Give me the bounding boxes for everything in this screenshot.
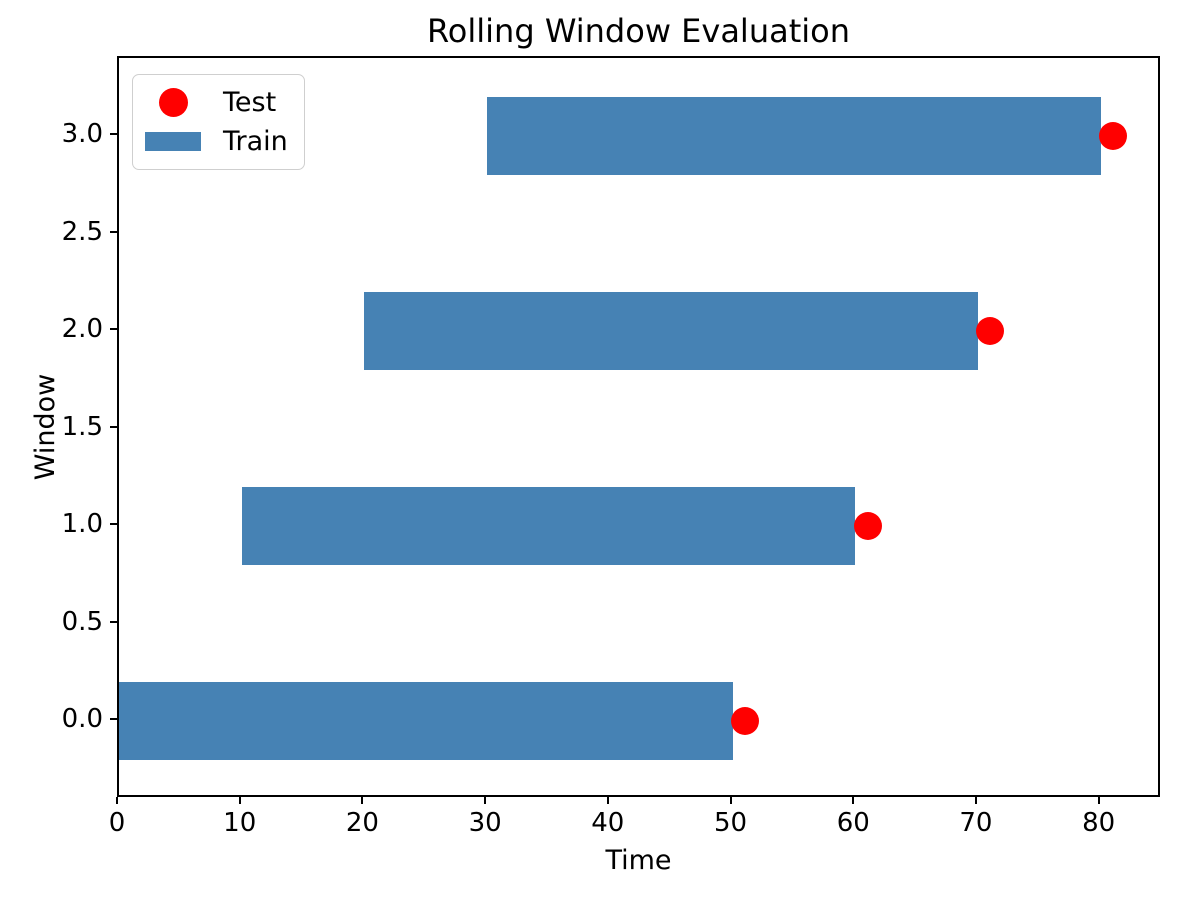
test-dot-window-3: [1098, 122, 1127, 150]
y-tick-label-0.5: 0.5: [61, 606, 103, 637]
legend-label-test: Test: [223, 86, 277, 118]
x-tick-mark-50: [729, 797, 732, 804]
x-tick-label-40: 40: [591, 808, 625, 838]
x-tick-label-20: 20: [345, 808, 379, 838]
x-tick-mark-40: [606, 797, 609, 804]
train-bar-window-0: [119, 682, 733, 760]
x-tick-mark-80: [1097, 797, 1100, 804]
train-bar-window-1: [241, 487, 856, 565]
y-tick-label-1.0: 1.0: [61, 509, 103, 539]
y-tick-mark-1.5: [110, 425, 117, 428]
legend-marker-col: [145, 132, 201, 151]
legend-label-train: Train: [223, 125, 288, 157]
y-tick-label-1.5: 1.5: [61, 411, 103, 442]
x-tick-mark-0: [116, 797, 118, 804]
x-tick-mark-20: [361, 797, 364, 804]
y-tick-mark-0.0: [110, 718, 117, 720]
legend-marker-col: [145, 88, 201, 117]
x-tick-label-50: 50: [713, 808, 748, 838]
chart-title: Rolling Window Evaluation: [427, 12, 850, 50]
x-tick-mark-30: [484, 797, 487, 804]
x-tick-label-0: 0: [108, 808, 126, 838]
legend-item-test: Test: [145, 84, 288, 121]
x-tick-label-30: 30: [468, 808, 502, 838]
y-tick-label-2.0: 2.0: [61, 314, 103, 344]
y-tick-mark-3.0: [110, 133, 117, 135]
train-bar-window-3: [487, 97, 1101, 175]
x-tick-mark-70: [974, 797, 977, 804]
y-axis-label: Window: [30, 373, 61, 481]
x-tick-label-10: 10: [223, 808, 257, 838]
y-tick-mark-2.0: [110, 328, 117, 330]
plot-area: Test Train: [117, 56, 1160, 797]
x-tick-mark-60: [852, 797, 855, 804]
test-dot-window-2: [976, 317, 1005, 345]
y-tick-label-0.0: 0.0: [61, 704, 103, 734]
train-bar-window-2: [364, 292, 978, 370]
x-tick-label-80: 80: [1082, 808, 1116, 838]
test-dot-window-0: [730, 707, 759, 735]
y-tick-mark-0.5: [110, 620, 117, 623]
y-tick-mark-1.0: [110, 523, 117, 525]
legend-circle-marker-icon: [158, 88, 188, 117]
x-tick-label-60: 60: [836, 808, 870, 838]
legend-item-train: Train: [145, 123, 288, 160]
legend: Test Train: [132, 74, 305, 170]
x-axis-label: Time: [605, 845, 672, 876]
legend-rect-marker-icon: [145, 132, 201, 151]
x-tick-label-70: 70: [959, 808, 993, 838]
x-tick-mark-10: [238, 797, 241, 804]
y-tick-mark-2.5: [110, 230, 117, 233]
y-tick-label-2.5: 2.5: [61, 216, 103, 247]
y-tick-label-3.0: 3.0: [61, 119, 103, 149]
test-dot-window-1: [853, 512, 882, 540]
